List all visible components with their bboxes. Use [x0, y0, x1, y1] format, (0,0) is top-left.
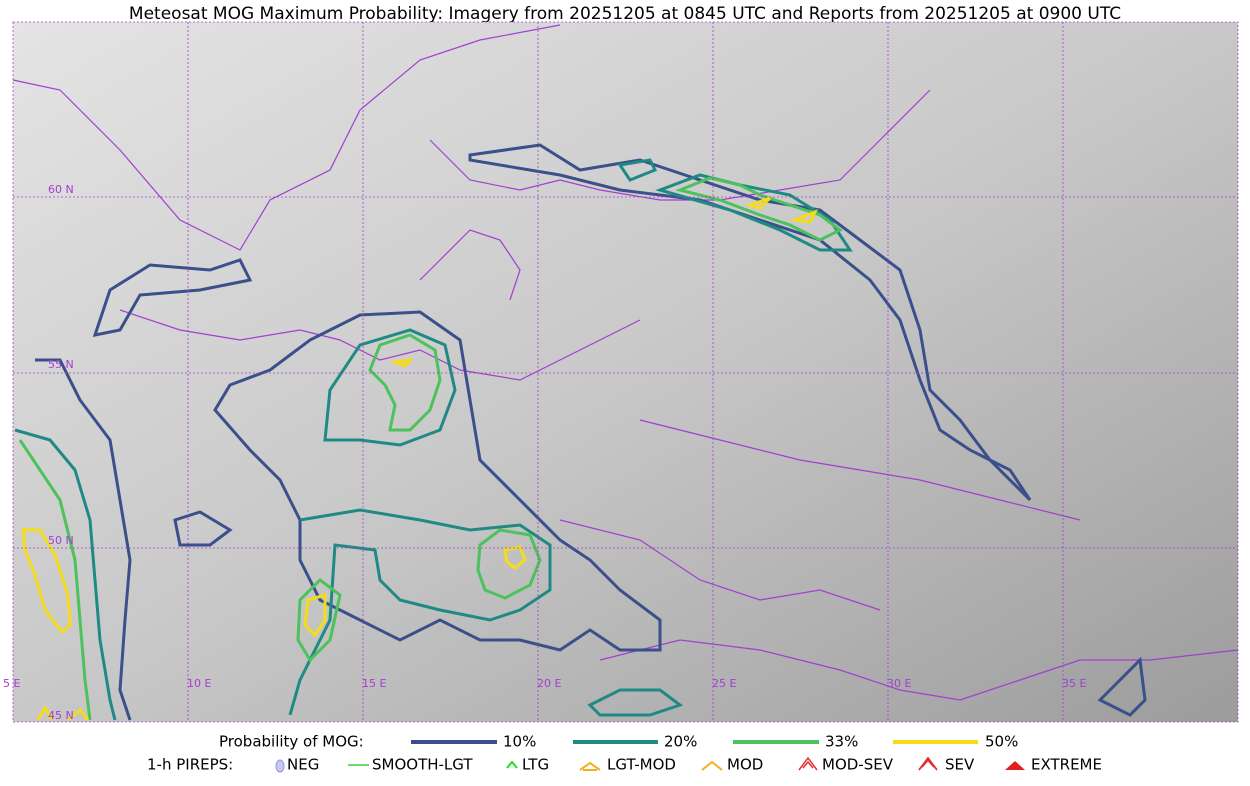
- lon-label: 15 E: [362, 677, 386, 690]
- pireps-label: MOD-SEV: [822, 756, 894, 774]
- contours: [14, 143, 1147, 722]
- pireps-label: LGT-MOD: [607, 756, 676, 774]
- legend-title: Probability of MOG:: [219, 733, 364, 751]
- graticule: [12, 21, 1239, 723]
- lat-labels: 60 N 55 N 50 N 45 N: [48, 183, 74, 722]
- icon-mod-sev: [798, 756, 818, 771]
- icon-ltg: [506, 760, 518, 769]
- lat-label: 55 N: [48, 358, 74, 371]
- icon-neg: [275, 759, 285, 773]
- icon-sev: [918, 756, 938, 771]
- lon-labels: 5 E 10 E 15 E 20 E 25 E 30 E 35 E: [3, 677, 1086, 690]
- map: 60 N 55 N 50 N 45 N 5 E 10 E 15 E 20 E 25 E 30 E…: [3, 21, 1239, 723]
- pireps-label: MOD: [727, 756, 763, 774]
- lat-label: 50 N: [48, 534, 74, 547]
- lon-label: 30 E: [887, 677, 911, 690]
- legend-label: 50%: [985, 733, 1018, 751]
- lon-label: 25 E: [712, 677, 736, 690]
- legend-label: 33%: [825, 733, 858, 751]
- legend-label: 10%: [503, 733, 536, 751]
- pireps-label: EXTREME: [1031, 756, 1102, 774]
- icon-extreme: [1005, 761, 1025, 770]
- pireps-label: SEV: [945, 756, 975, 774]
- pireps-label: NEG: [287, 756, 319, 774]
- satellite-imagery: [13, 22, 1238, 722]
- title: Meteosat MOG Maximum Probability: Imager…: [129, 4, 1121, 24]
- lon-label: 5 E: [3, 677, 20, 690]
- lon-label: 20 E: [537, 677, 561, 690]
- lat-label: 60 N: [48, 183, 74, 196]
- pireps-title: 1-h PIREPS:: [147, 756, 233, 774]
- icon-mod: [701, 760, 723, 771]
- pireps-label: SMOOTH-LGT: [372, 756, 473, 774]
- legend-label: 20%: [664, 733, 697, 751]
- legend: Probability of MOG: 10% 20% 33% 50% 1-h …: [147, 733, 1102, 774]
- lat-label: 45 N: [48, 709, 74, 722]
- lon-label: 10 E: [187, 677, 211, 690]
- icon-lgt-mod: [579, 761, 601, 771]
- lon-label: 35 E: [1062, 677, 1086, 690]
- coastlines: [12, 24, 1239, 701]
- pireps-label: LTG: [522, 756, 549, 774]
